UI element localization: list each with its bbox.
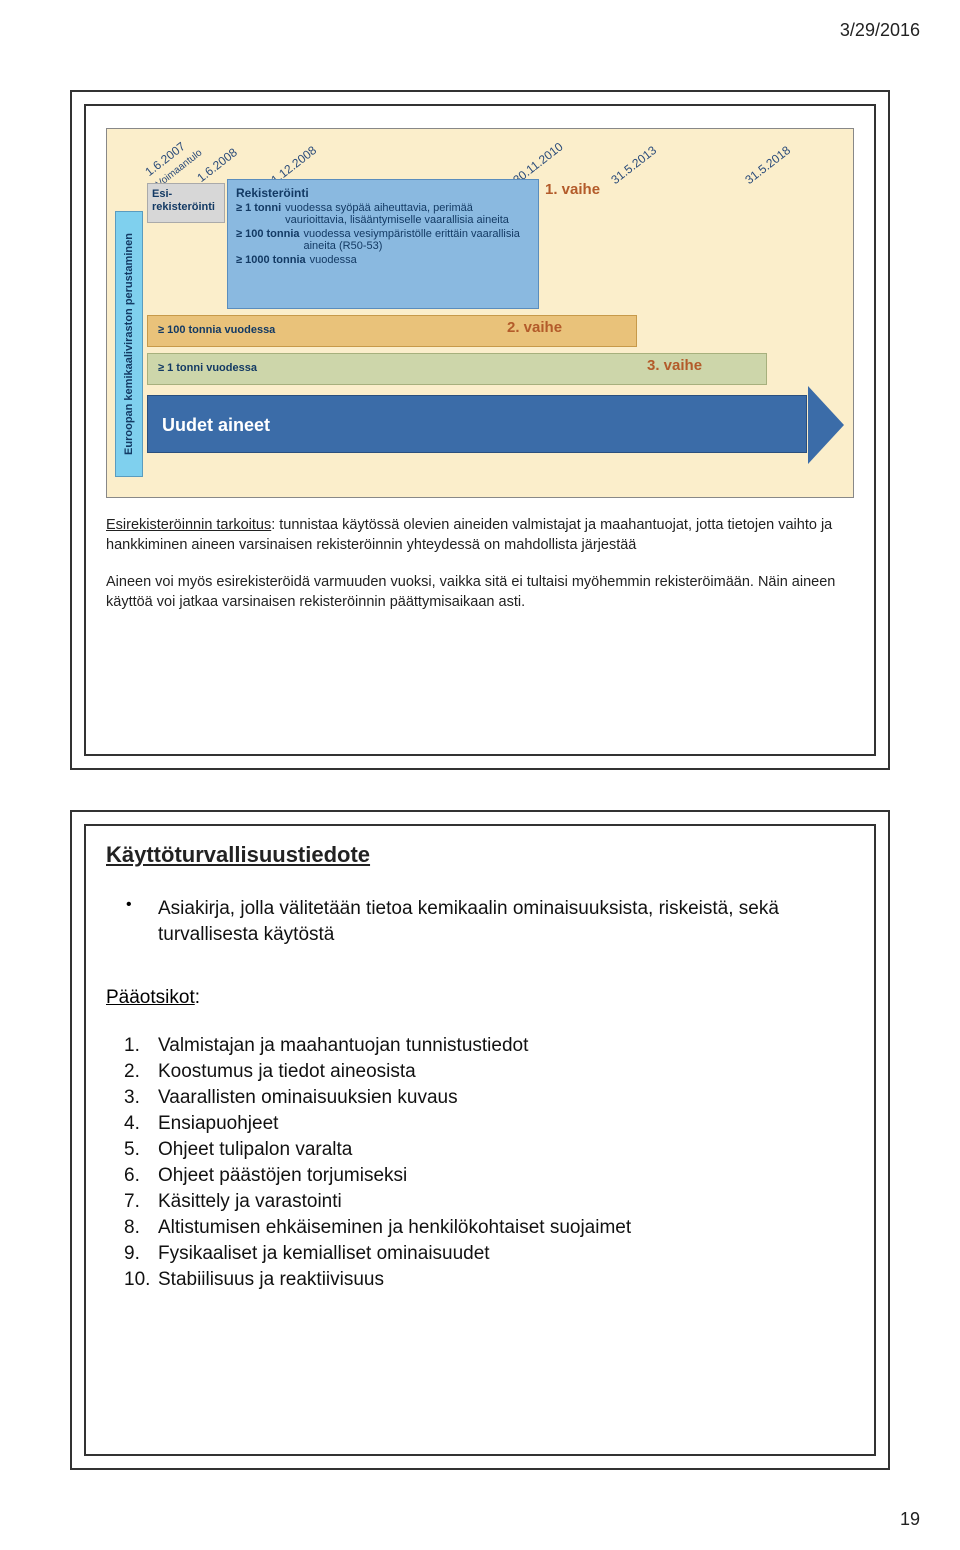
list-text: Koostumus ja tiedot aineosista xyxy=(158,1061,416,1082)
phase-1-box: Rekisteröinti ≥ 1 tonnivuodessa syöpää a… xyxy=(227,179,539,309)
phase-1-rest: vuodessa syöpää aiheuttavia, perimää vau… xyxy=(285,202,530,226)
list-text: Ohjeet tulipalon varalta xyxy=(158,1139,352,1160)
list-number: 6. xyxy=(124,1165,158,1187)
phase-1-line: ≥ 1000 tonnia vuodessa xyxy=(236,254,530,266)
subheading: Pääotsikot: xyxy=(106,987,854,1009)
timeline-date: 31.5.2018 xyxy=(742,143,793,187)
new-substances-arrow: Uudet aineet xyxy=(147,395,807,453)
list-text: Fysikaaliset ja kemialliset ominaisuudet xyxy=(158,1243,490,1264)
phase-2-label: 2. vaihe xyxy=(507,319,562,336)
agency-sidebar-label: Euroopan kemikaaliviraston perustaminen xyxy=(123,233,135,455)
list-item: 6.Ohjeet päästöjen torjumiseksi xyxy=(124,1165,854,1187)
timeline-date: 31.5.2013 xyxy=(608,143,659,187)
list-number: 3. xyxy=(124,1087,158,1109)
timeline-chart: 1.6.2007Voimaantulo1.6.20081.12.200830.1… xyxy=(106,128,854,498)
list-number: 9. xyxy=(124,1243,158,1265)
phase-1-lead: ≥ 100 tonnia xyxy=(236,228,300,252)
paragraph-1: Esirekisteröinnin tarkoitus: tunnistaa k… xyxy=(106,516,854,555)
list-item: 9.Fysikaaliset ja kemialliset ominaisuud… xyxy=(124,1243,854,1265)
list-item: 7.Käsittely ja varastointi xyxy=(124,1191,854,1213)
phase-1-lead: ≥ 1000 tonnia xyxy=(236,254,306,266)
list-text: Ensiapuohjeet xyxy=(158,1113,278,1134)
bullet-dot: • xyxy=(126,896,144,914)
list-item: 4.Ensiapuohjeet xyxy=(124,1113,854,1135)
paragraph-2: Aineen voi myös esirekisteröidä varmuude… xyxy=(106,573,854,612)
slide-2-inner: Käyttöturvallisuustiedote • Asiakirja, j… xyxy=(84,824,876,1456)
slide-1: 1.6.2007Voimaantulo1.6.20081.12.200830.1… xyxy=(70,90,890,770)
list-text: Altistumisen ehkäiseminen ja henkilökoht… xyxy=(158,1217,631,1238)
phase-2-box: ≥ 100 tonnia vuodessa xyxy=(147,315,637,347)
list-number: 8. xyxy=(124,1217,158,1239)
list-number: 4. xyxy=(124,1113,158,1135)
subheading-underline: Pääotsikot xyxy=(106,987,195,1008)
numbered-list: 1.Valmistajan ja maahantuojan tunnistust… xyxy=(124,1035,854,1291)
list-item: 5.Ohjeet tulipalon varalta xyxy=(124,1139,854,1161)
list-number: 2. xyxy=(124,1061,158,1083)
slide-2: Käyttöturvallisuustiedote • Asiakirja, j… xyxy=(70,810,890,1470)
phase-1-rest: vuodessa xyxy=(310,254,357,266)
list-item: 10.Stabiilisuus ja reaktiivisuus xyxy=(124,1269,854,1291)
list-number: 10. xyxy=(124,1269,158,1291)
phase-3-label: 3. vaihe xyxy=(647,357,702,374)
list-item: 8.Altistumisen ehkäiseminen ja henkilöko… xyxy=(124,1217,854,1239)
new-substances-label: Uudet aineet xyxy=(162,415,270,436)
subheading-colon: : xyxy=(195,987,200,1008)
slide-1-inner: 1.6.2007Voimaantulo1.6.20081.12.200830.1… xyxy=(84,104,876,756)
list-number: 5. xyxy=(124,1139,158,1161)
page-number: 19 xyxy=(900,1509,920,1530)
list-text: Stabiilisuus ja reaktiivisuus xyxy=(158,1269,384,1290)
list-text: Käsittely ja varastointi xyxy=(158,1191,342,1212)
lead-bullet: • Asiakirja, jolla välitetään tietoa kem… xyxy=(124,894,854,949)
phase-1-title: Rekisteröinti xyxy=(236,186,530,200)
agency-sidebar: Euroopan kemikaaliviraston perustaminen xyxy=(115,211,143,477)
lead-text: Asiakirja, jolla välitetään tietoa kemik… xyxy=(158,898,779,945)
phase-1-label: 1. vaihe xyxy=(545,181,600,198)
paragraph-1-underline: Esirekisteröinnin tarkoitus xyxy=(106,517,271,533)
phase-1-rest: vuodessa vesiympäristölle erittäin vaara… xyxy=(304,228,531,252)
phase-1-line: ≥ 100 tonniavuodessa vesiympäristölle er… xyxy=(236,228,530,252)
list-number: 1. xyxy=(124,1035,158,1057)
list-item: 1.Valmistajan ja maahantuojan tunnistust… xyxy=(124,1035,854,1057)
pre-registration-box: Esi- rekisteröinti xyxy=(147,183,225,223)
list-item: 3.Vaarallisten ominaisuuksien kuvaus xyxy=(124,1087,854,1109)
list-text: Valmistajan ja maahantuojan tunnistustie… xyxy=(158,1035,528,1056)
phase-1-line: ≥ 1 tonnivuodessa syöpää aiheuttavia, pe… xyxy=(236,202,530,226)
phase-1-lead: ≥ 1 tonni xyxy=(236,202,281,226)
list-item: 2.Koostumus ja tiedot aineosista xyxy=(124,1061,854,1083)
list-text: Vaarallisten ominaisuuksien kuvaus xyxy=(158,1087,458,1108)
list-text: Ohjeet päästöjen torjumiseksi xyxy=(158,1165,407,1186)
list-number: 7. xyxy=(124,1191,158,1213)
page-date: 3/29/2016 xyxy=(840,20,920,41)
slide-2-title: Käyttöturvallisuustiedote xyxy=(106,842,854,868)
